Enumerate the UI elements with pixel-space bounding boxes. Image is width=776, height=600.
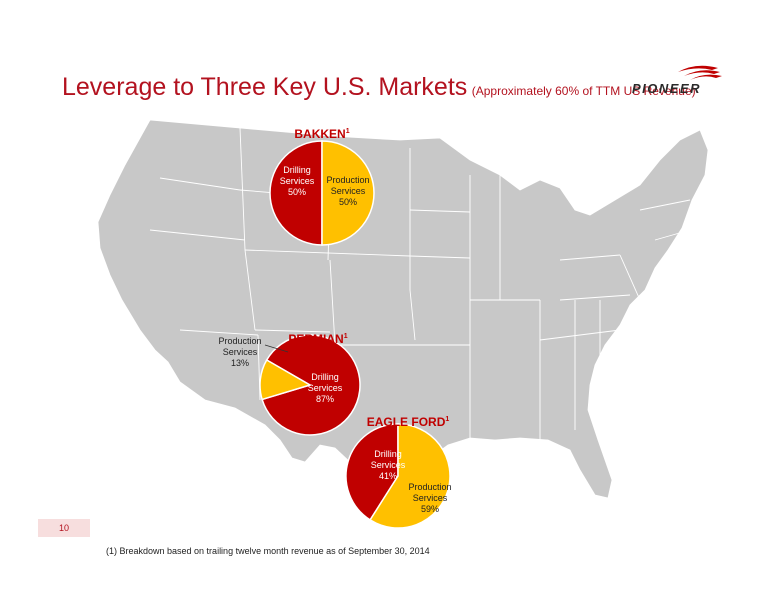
pie-slice-production (321, 140, 375, 246)
pie-slice-label: Drilling Services 41% (371, 449, 406, 481)
page-title: Leverage to Three Key U.S. Markets (Appr… (62, 73, 696, 102)
pie-title: PERMIAN1 (288, 332, 347, 346)
pie-slice-label: Production Services 13% (218, 336, 261, 368)
pie-title: BAKKEN1 (294, 127, 349, 141)
pie-title: EAGLE FORD1 (367, 415, 450, 429)
pie-slice-label: Production Services 59% (408, 482, 451, 514)
pie-slice-production (369, 423, 451, 529)
logo-text: PIONEER (632, 81, 702, 96)
pie-permian: PERMIAN1 Drilling Services 87% Production Ser… (218, 332, 361, 436)
us-map-shape (97, 119, 709, 511)
footnote: (1) Breakdown based on trailing twelve m… (106, 546, 430, 556)
page-number: 10 (38, 519, 90, 537)
pie-bakken: BAKKEN1 Drilling Services 50% Production Serv… (269, 127, 375, 246)
pie-title-superscript: 1 (344, 333, 348, 340)
pie-eagle-ford: EAGLE FORD1 Drilling Services 41%Production… (345, 415, 452, 529)
logo-swoosh-icon (678, 65, 722, 80)
pie-slice-drilling (269, 140, 323, 246)
pie-slice-label: Production Services 50% (326, 175, 369, 207)
pie-title-superscript: 1 (445, 416, 449, 423)
pie-slice-production (259, 358, 312, 401)
title-main: Leverage to Three Key U.S. Markets (62, 73, 468, 101)
pie-title-superscript: 1 (346, 128, 350, 135)
leader-line (264, 344, 289, 353)
pie-slice-label: Drilling Services 50% (280, 165, 315, 197)
company-logo: PIONEER (632, 62, 722, 98)
title-subtitle: (Approximately 60% of TTM US Revenue) (471, 84, 696, 98)
pie-slice-label: Drilling Services 87% (308, 372, 343, 404)
